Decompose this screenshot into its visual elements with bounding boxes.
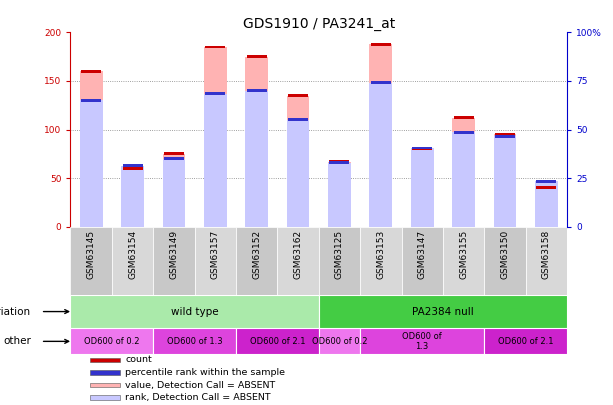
Bar	[411, 149, 433, 227]
Bar	[319, 227, 360, 295]
Bar	[484, 328, 567, 354]
Bar	[90, 395, 120, 400]
Bar	[495, 133, 515, 136]
Bar	[164, 152, 184, 155]
Bar	[162, 154, 185, 227]
Bar	[412, 147, 432, 150]
Bar	[121, 168, 144, 227]
Text: genotype/variation: genotype/variation	[0, 307, 31, 317]
Bar	[90, 383, 120, 388]
Text: OD600 of 1.3: OD600 of 1.3	[167, 337, 223, 346]
Bar	[319, 295, 567, 328]
Bar	[535, 188, 558, 227]
Text: OD600 of 0.2: OD600 of 0.2	[84, 337, 140, 346]
Title: GDS1910 / PA3241_at: GDS1910 / PA3241_at	[243, 17, 395, 31]
Bar	[246, 55, 267, 58]
Bar	[536, 179, 557, 183]
Bar	[90, 370, 120, 375]
Bar	[454, 117, 474, 119]
Bar	[371, 81, 391, 84]
Bar	[493, 134, 516, 227]
Bar	[288, 118, 308, 122]
Bar	[287, 120, 310, 227]
Text: rank, Detection Call = ABSENT: rank, Detection Call = ABSENT	[125, 393, 271, 402]
Bar	[236, 328, 319, 354]
Text: OD600 of 2.1: OD600 of 2.1	[498, 337, 554, 346]
Bar	[245, 91, 268, 227]
Bar	[452, 118, 475, 227]
Bar	[205, 92, 226, 95]
Bar	[277, 227, 319, 295]
Text: GSM63154: GSM63154	[128, 230, 137, 279]
Bar	[81, 99, 101, 102]
Bar	[162, 159, 185, 227]
Bar	[371, 43, 391, 45]
Bar	[319, 328, 360, 354]
Bar	[80, 71, 102, 227]
Bar	[370, 44, 392, 227]
Text: GSM63152: GSM63152	[252, 230, 261, 279]
Bar	[287, 96, 310, 227]
Bar	[153, 328, 236, 354]
Text: GSM63147: GSM63147	[417, 230, 427, 279]
Text: GSM63155: GSM63155	[459, 230, 468, 279]
Bar	[443, 227, 484, 295]
Text: GSM63125: GSM63125	[335, 230, 344, 279]
Bar	[452, 132, 475, 227]
Bar	[70, 328, 153, 354]
Bar	[246, 89, 267, 92]
Bar	[329, 160, 349, 163]
Bar	[412, 147, 432, 149]
Bar	[81, 70, 101, 73]
Bar	[80, 100, 102, 227]
Bar	[328, 162, 351, 227]
Bar	[204, 47, 227, 227]
Text: GSM63150: GSM63150	[500, 230, 509, 279]
Bar	[153, 227, 195, 295]
Text: GSM63149: GSM63149	[169, 230, 178, 279]
Bar	[70, 295, 319, 328]
Bar	[495, 135, 515, 138]
Text: GSM63145: GSM63145	[86, 230, 96, 279]
Bar	[535, 181, 558, 227]
Bar	[204, 94, 227, 227]
Text: GSM63158: GSM63158	[542, 230, 551, 279]
Bar	[195, 227, 236, 295]
Bar	[236, 227, 277, 295]
Bar	[360, 328, 484, 354]
Text: OD600 of 2.1: OD600 of 2.1	[249, 337, 305, 346]
Bar	[493, 136, 516, 227]
Text: count: count	[125, 356, 152, 364]
Text: wild type: wild type	[171, 307, 218, 317]
Text: PA2384 null: PA2384 null	[412, 307, 474, 317]
Bar	[370, 83, 392, 227]
Text: other: other	[3, 337, 31, 346]
Bar	[245, 57, 268, 227]
Text: value, Detection Call = ABSENT: value, Detection Call = ABSENT	[125, 381, 275, 390]
Bar	[164, 157, 184, 160]
Text: GSM63153: GSM63153	[376, 230, 386, 279]
Bar	[402, 227, 443, 295]
Bar	[70, 227, 112, 295]
Bar	[484, 227, 526, 295]
Bar	[328, 162, 351, 227]
Bar	[90, 358, 120, 362]
Bar	[112, 227, 153, 295]
Bar	[360, 227, 402, 295]
Text: percentile rank within the sample: percentile rank within the sample	[125, 368, 285, 377]
Bar	[526, 227, 567, 295]
Text: OD600 of
1.3: OD600 of 1.3	[402, 332, 442, 351]
Bar	[121, 166, 144, 227]
Bar	[205, 45, 226, 49]
Bar	[411, 148, 433, 227]
Bar	[123, 167, 143, 170]
Bar	[123, 164, 143, 167]
Bar	[329, 161, 349, 164]
Text: OD600 of 0.2: OD600 of 0.2	[311, 337, 367, 346]
Bar	[288, 94, 308, 97]
Text: GSM63157: GSM63157	[211, 230, 220, 279]
Bar	[454, 131, 474, 134]
Text: GSM63162: GSM63162	[294, 230, 303, 279]
Bar	[536, 186, 557, 189]
